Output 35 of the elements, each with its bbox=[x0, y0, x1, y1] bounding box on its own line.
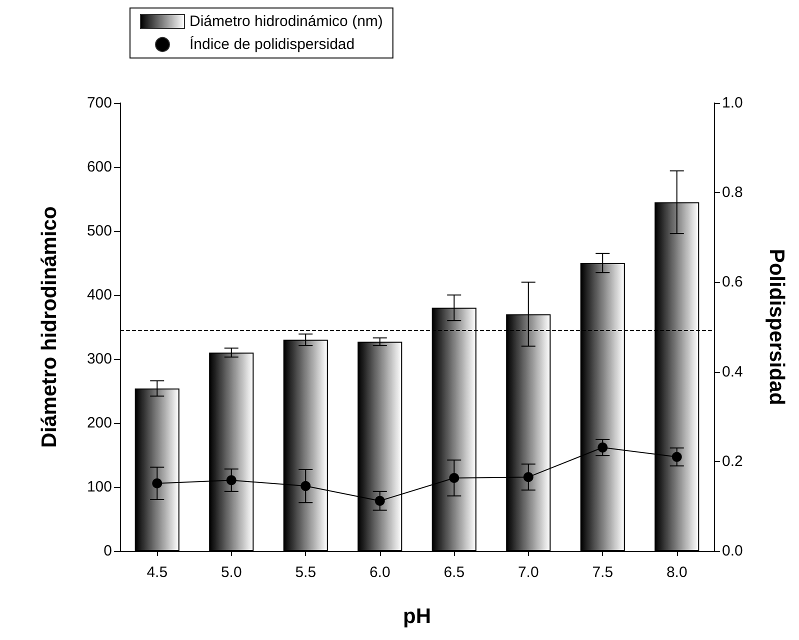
point bbox=[226, 475, 236, 486]
y2-tick-label: 0.6 bbox=[722, 274, 743, 291]
x-tick-label: 7.5 bbox=[592, 564, 614, 581]
y-tick-label: 300 bbox=[86, 350, 112, 368]
x-tick-label: 6.5 bbox=[444, 564, 465, 581]
x-tick-label: 5.5 bbox=[295, 564, 316, 581]
y-tick-label: 100 bbox=[86, 478, 112, 496]
y-tick-label: 500 bbox=[86, 222, 112, 240]
x-tick-label: 6.0 bbox=[369, 564, 390, 581]
y2-tick-label: 0.2 bbox=[722, 452, 743, 470]
y2-tick-label: 0.8 bbox=[722, 184, 743, 202]
point bbox=[300, 481, 311, 492]
x-tick-label: 7.0 bbox=[518, 564, 539, 581]
x-tick-label: 8.0 bbox=[666, 564, 688, 581]
point bbox=[523, 472, 534, 482]
y-tick-label: 600 bbox=[86, 158, 112, 176]
point bbox=[672, 452, 682, 462]
point bbox=[152, 478, 162, 488]
y-axis-title: Diámetro hidrodinámico bbox=[38, 206, 61, 448]
y2-tick-label: 0.4 bbox=[722, 363, 743, 380]
x-tick-label: 4.5 bbox=[146, 564, 168, 581]
y-tick-label: 0 bbox=[104, 542, 112, 560]
y2-axis-title: Polidispersidad bbox=[765, 248, 788, 406]
x-axis-title: pH bbox=[403, 605, 431, 628]
point bbox=[374, 496, 385, 506]
y-tick-label: 200 bbox=[86, 414, 112, 432]
y-tick-label: 400 bbox=[86, 286, 112, 304]
y2-tick-label: 0.0 bbox=[722, 542, 743, 560]
legend-label: Índice de polidispersidad bbox=[190, 35, 355, 53]
y2-tick-label: 1.0 bbox=[722, 94, 743, 112]
y-tick-label: 700 bbox=[86, 94, 112, 112]
point bbox=[449, 472, 460, 483]
legend-label: Diámetro hidrodinámico (nm) bbox=[190, 13, 383, 30]
x-tick-label: 5.0 bbox=[220, 564, 242, 581]
point bbox=[598, 442, 608, 453]
